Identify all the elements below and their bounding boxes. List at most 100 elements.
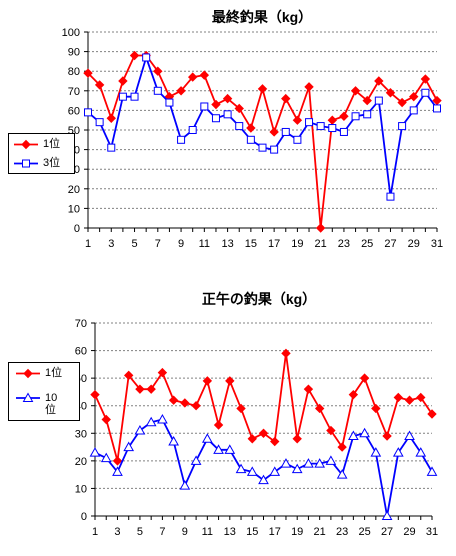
chart2-series1 [90, 348, 437, 466]
y-tick-label: 10 [68, 203, 80, 215]
y-tick-label: 30 [75, 428, 87, 440]
chart2-series2-point [190, 455, 202, 465]
chart1-series2-point [281, 127, 290, 136]
chart1-series1-point [362, 95, 372, 106]
chart1-series2-point [130, 92, 139, 101]
chart2-series1-point [382, 431, 392, 441]
chart1-series1-point [176, 86, 186, 96]
chart1-series2-point [153, 86, 162, 95]
chart2-series2-point [246, 466, 258, 476]
x-tick-label: 19 [291, 238, 303, 250]
chart1-series1-point [350, 86, 361, 96]
chart-1-legend: 1位 3位 [8, 133, 75, 174]
chart2-series2-point [258, 474, 269, 485]
chart2-series1-point [303, 384, 314, 394]
chart2-series2-point [291, 463, 303, 474]
chart1-series1-point [234, 103, 244, 114]
chart2-series2-point [224, 444, 236, 454]
chart1-series1-point [106, 113, 116, 123]
chart-1: 0102030405060708090100135791113151719212… [62, 27, 443, 250]
chart2-series1-point [157, 367, 168, 378]
chart2-series2-point [370, 447, 382, 457]
x-tick-label: 5 [131, 238, 137, 250]
x-tick-label: 1 [92, 526, 98, 538]
chart1-series1-point [187, 72, 198, 82]
x-tick-label: 23 [338, 238, 350, 250]
chart1-series2-point [177, 135, 186, 144]
x-tick-label: 17 [268, 238, 280, 250]
chart2-series2-point [157, 413, 168, 424]
chart2-series2-point [303, 458, 314, 468]
chart2-series2-point [89, 447, 101, 457]
x-tick-label: 7 [159, 526, 165, 538]
chart2-series2-point [201, 433, 213, 443]
chart2-series2-point [269, 466, 281, 476]
chart2-series2-point [145, 416, 157, 427]
chart2-series1-point [202, 376, 213, 386]
chart1-series2-point [200, 102, 209, 111]
chart2-series2-point [213, 444, 224, 454]
x-tick-label: 17 [269, 526, 281, 538]
x-tick-label: 7 [155, 238, 161, 250]
chart1-series2-point [84, 108, 92, 117]
chart2-series1-point [236, 403, 246, 414]
chart2-series2-point [348, 430, 359, 441]
chart1-series1-point [257, 84, 268, 94]
chart2-series1-line [94, 352, 433, 462]
chart2-series1-point [270, 436, 280, 447]
x-tick-label: 31 [431, 238, 443, 250]
chart1-series1-point [222, 93, 233, 104]
chart1-series2-point [188, 126, 197, 134]
chart1-series2-point [421, 88, 430, 97]
chart2-series1-point [135, 384, 145, 394]
chart1-series2-line [87, 56, 438, 198]
x-tick-label: 29 [403, 526, 415, 538]
chart2-series1-point [258, 428, 269, 438]
chart2-series2-point [325, 455, 337, 465]
chart1-series2-point [223, 110, 232, 119]
chart1-series2-point [386, 192, 395, 201]
chart2-series1-point [168, 395, 179, 405]
chart2-series1-point [191, 401, 201, 411]
chart2-series2-point [314, 458, 326, 468]
chart1-series2-point [374, 96, 383, 105]
x-tick-label: 3 [114, 526, 120, 538]
chart1-series2-point [328, 124, 337, 133]
y-tick-label: 90 [68, 47, 80, 59]
chart2-series2-point [336, 469, 348, 479]
chart2-series2-point [392, 447, 404, 457]
chart1-series1-point [129, 50, 140, 61]
x-tick-label: 13 [224, 526, 236, 538]
y-tick-label: 0 [74, 223, 80, 235]
x-tick-label: 29 [408, 238, 420, 250]
x-tick-label: 27 [384, 238, 396, 250]
chart-2-title: 正午の釣果（kg） [201, 291, 317, 307]
legend-swatch-series-2 [16, 392, 40, 402]
chart1-series1-point [292, 115, 303, 125]
chart2-series1-point [314, 403, 325, 414]
chart-2-legend: 1位 10位 [8, 362, 80, 421]
chart1-series2-point [235, 122, 244, 131]
chart1-series2-point [293, 135, 302, 144]
chart2-series1-point [146, 384, 156, 394]
chart1-series2-point [339, 127, 348, 136]
x-tick-label: 15 [245, 238, 257, 250]
x-tick-label: 1 [85, 238, 91, 250]
legend-entry-10位: 10位 [15, 392, 79, 416]
chart1-series1-point [385, 88, 396, 98]
chart1-series2-point [305, 118, 314, 127]
legend-label: 3位 [43, 157, 61, 169]
chart1-series2-point [246, 135, 255, 144]
chart1-series1-point [281, 93, 291, 104]
chart1-series1-point [246, 123, 256, 133]
chart1-series1-point [420, 74, 431, 84]
chart2-series1-point [213, 420, 224, 430]
legend-swatch-marker [22, 392, 34, 402]
chart2-series1-point [225, 376, 235, 386]
chart1-series1-point [409, 91, 419, 102]
y-tick-label: 60 [75, 346, 87, 358]
chart1-series1-point [199, 70, 210, 80]
chart2-series1-point [281, 348, 291, 359]
